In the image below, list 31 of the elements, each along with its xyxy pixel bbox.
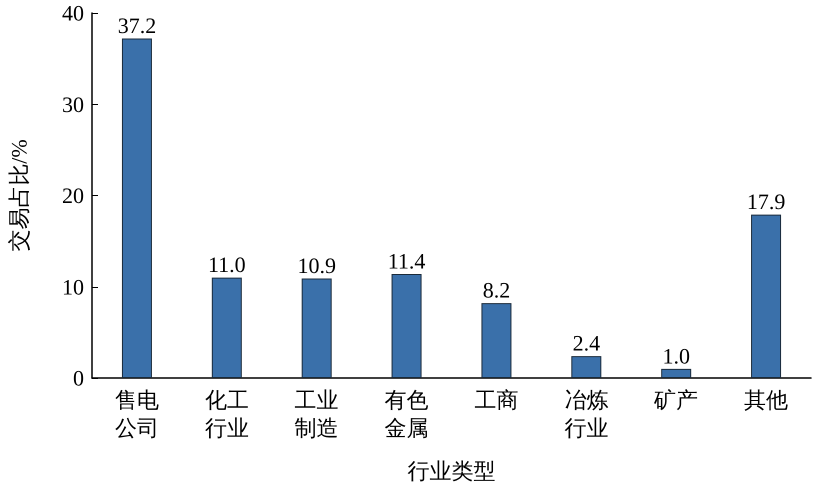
y-axis-title: 交易占比/%	[6, 139, 32, 252]
bar	[571, 356, 602, 378]
x-tick-label: 矿产	[653, 388, 698, 412]
bar	[212, 278, 242, 378]
x-tick-label: 售电公司	[114, 388, 159, 440]
y-tick-label: 40	[62, 0, 84, 26]
data-label: 8.2	[482, 278, 510, 303]
y-tick-label: 20	[62, 183, 84, 208]
x-tick-label: 其他	[744, 388, 788, 412]
bar	[302, 278, 332, 378]
x-tick-label: 有色金属	[384, 388, 429, 440]
data-label: 2.4	[572, 330, 600, 356]
data-label: 37.2	[118, 13, 156, 38]
x-tick-label: 化工行业	[204, 388, 249, 440]
bar	[661, 368, 692, 378]
bar	[481, 303, 512, 378]
bar	[122, 38, 152, 378]
x-tick-label: 工商	[474, 388, 518, 412]
y-tick-label: 30	[62, 92, 84, 117]
y-tick-label: 10	[62, 274, 84, 300]
bar	[751, 214, 782, 378]
x-tick-label: 工业制造	[294, 388, 339, 440]
data-label: 1.0	[662, 343, 690, 368]
data-label: 10.9	[297, 253, 336, 278]
data-label: 11.0	[208, 252, 246, 278]
bar	[392, 274, 422, 378]
x-axis-title: 行业类型	[408, 458, 496, 484]
y-tick-label: 0	[73, 366, 84, 390]
x-tick-label: 冶炼行业	[564, 388, 608, 440]
data-label: 11.4	[388, 248, 426, 274]
data-label: 17.9	[746, 189, 786, 214]
